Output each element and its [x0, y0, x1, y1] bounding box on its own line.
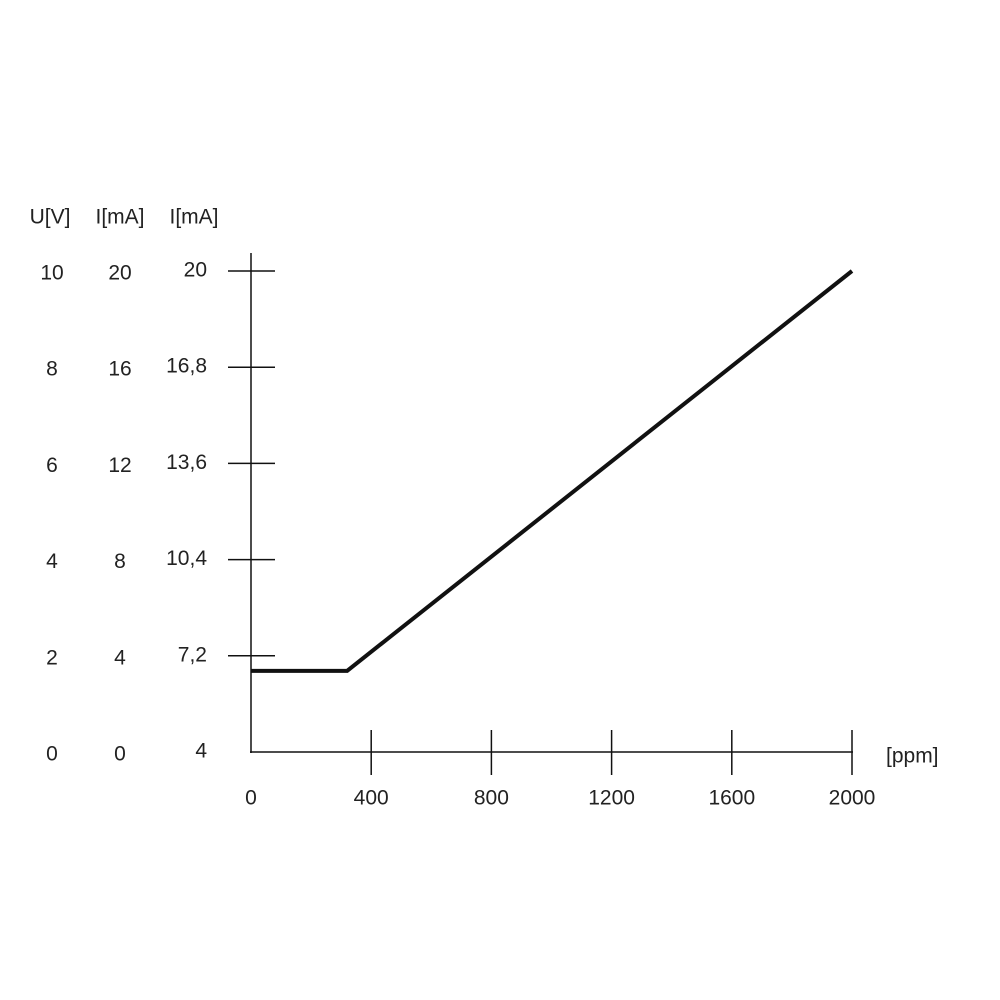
x-tick-label: 1200	[588, 787, 635, 810]
y3-tick-label: 16	[108, 358, 131, 381]
x-axis-label: [ppm]	[886, 745, 939, 768]
y-tick-label: 7,2	[178, 643, 207, 666]
y3-tick-label: 12	[108, 454, 131, 477]
y3-tick-label: 0	[114, 743, 126, 766]
y3-tick-label: 20	[108, 262, 131, 285]
y-tick-label: 20	[184, 259, 207, 282]
x-tick-label: 2000	[829, 787, 876, 810]
y-axis-label: I[mA]	[169, 206, 218, 229]
y3-tick-label: 4	[114, 646, 126, 669]
y2-axis-label: U[V]	[30, 206, 71, 229]
data-line	[251, 269, 854, 673]
y-tick-label: 4	[195, 740, 207, 763]
y-tick-label: 10,4	[166, 547, 207, 570]
x-tick-label: 1600	[708, 787, 755, 810]
y2-tick-label: 10	[40, 262, 63, 285]
y2-tick-label: 0	[46, 743, 58, 766]
y-tick-label: 16,8	[166, 355, 207, 378]
y2-tick-label: 6	[46, 454, 58, 477]
x-tick-label: 0	[245, 787, 257, 810]
x-tick-label: 400	[354, 787, 389, 810]
y3-tick-label: 8	[114, 550, 126, 573]
y2-tick-label: 2	[46, 646, 58, 669]
y2-tick-label: 4	[46, 550, 58, 573]
x-tick-label: 800	[474, 787, 509, 810]
y2-tick-label: 8	[46, 358, 58, 381]
y3-axis-label: I[mA]	[95, 206, 144, 229]
y-tick-label: 13,6	[166, 451, 207, 474]
